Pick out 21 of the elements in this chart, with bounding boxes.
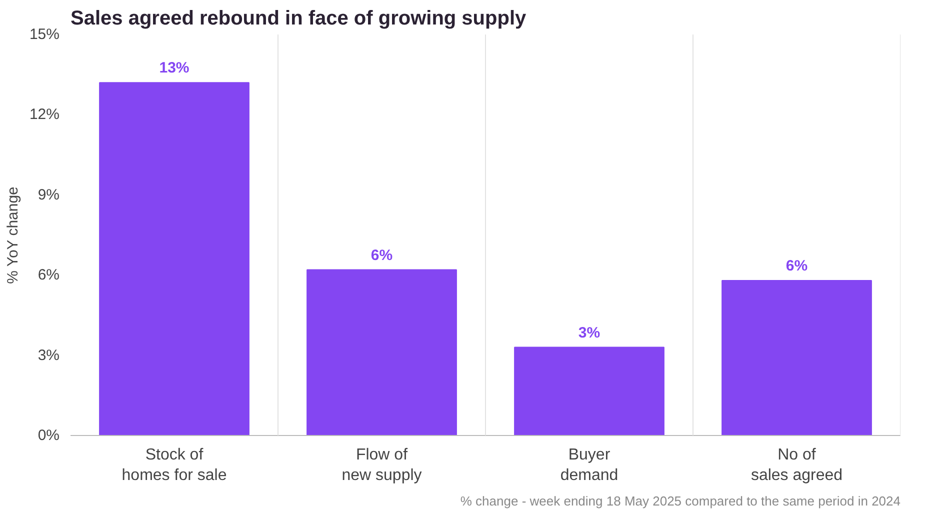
bar [514,346,664,436]
y-tick-label: 9% [38,186,60,204]
x-tick-label: No of sales agreed [750,446,843,484]
text: % change - week ending 18 May 2025 compared to the same period in 2024 [460,494,901,508]
bar [306,269,457,436]
bar [99,82,250,436]
x-tick-label: Flow of new supply [342,446,422,484]
y-tick-label: 6% [38,266,60,284]
y-axis-title: % YoY change [4,186,22,284]
data-label: 6% [786,257,808,274]
x-tick-label: Buyer demand [560,446,618,484]
data-label: 6% [370,246,393,264]
chart-title: Sales agreed rebound in face of growing supply [70,8,528,30]
y-tick-label: 3% [38,346,60,364]
data-label: 3% [578,324,600,342]
data-label: 13% [159,60,190,77]
x-tick-label: Stock of homes for sale [122,446,227,484]
y-tick-label: 0% [38,427,60,444]
y-tick-label: 12% [29,106,60,124]
bar [722,280,872,436]
y-tick-label: 15% [29,26,60,43]
